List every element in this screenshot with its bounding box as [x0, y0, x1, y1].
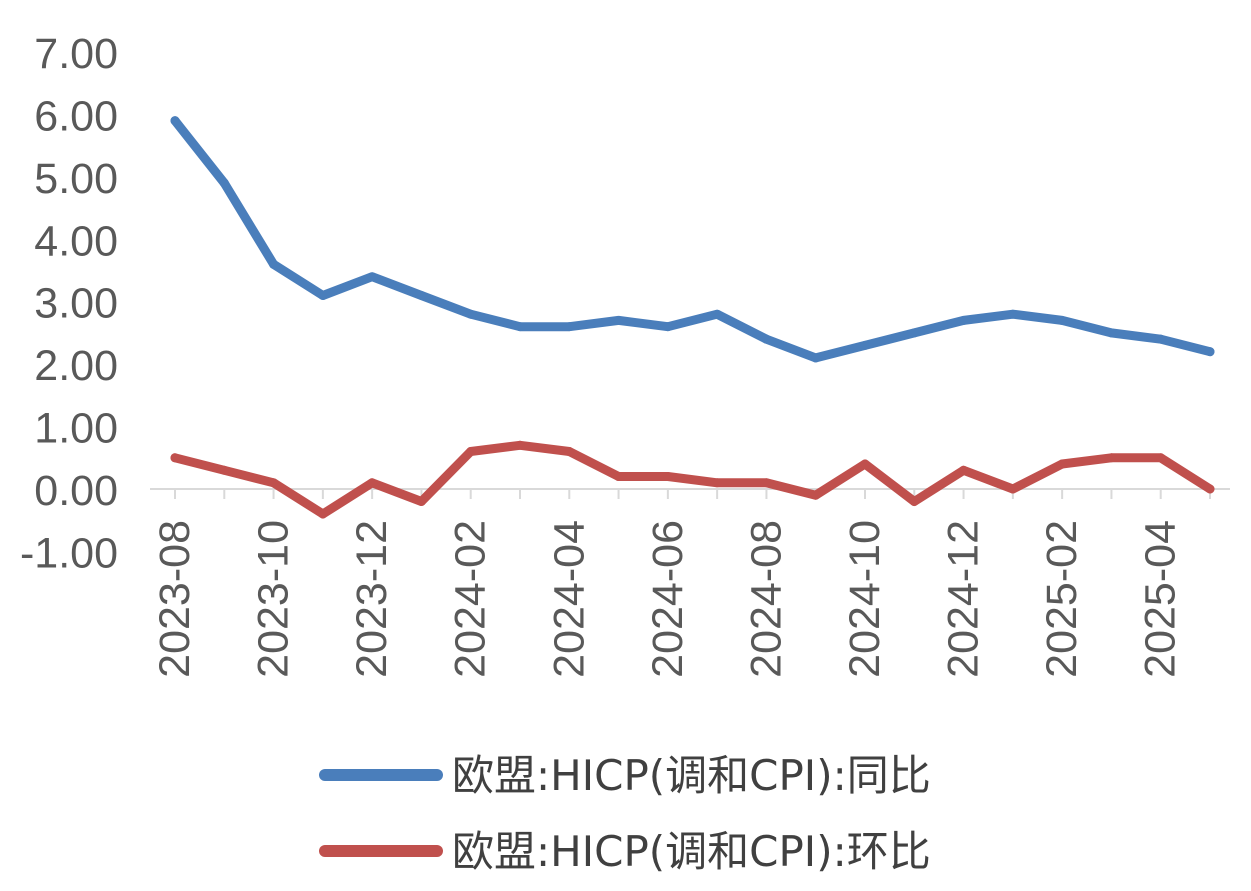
data-point — [614, 472, 624, 482]
data-point — [515, 440, 525, 450]
x-tick-label: 2023-12 — [348, 520, 396, 678]
data-point — [959, 465, 969, 475]
series-line — [170, 440, 1215, 519]
series-layer — [170, 116, 1215, 519]
data-point — [712, 309, 722, 319]
legend-label: 欧盟:HICP(调和CPI):环比 — [452, 827, 931, 876]
series-line — [170, 116, 1215, 363]
data-point — [1057, 459, 1067, 469]
x-tick-label: 2023-08 — [151, 520, 199, 678]
data-point — [860, 340, 870, 350]
series-1 — [170, 116, 1215, 363]
data-point — [416, 290, 426, 300]
data-point — [1156, 453, 1166, 463]
x-tick-label: 2024-08 — [742, 520, 790, 678]
y-tick-label: 1.00 — [34, 405, 118, 453]
data-point — [663, 322, 673, 332]
data-point — [860, 459, 870, 469]
data-point — [269, 259, 279, 269]
y-tick-label: 0.00 — [34, 467, 118, 515]
legend-item: 欧盟:HICP(调和CPI):同比 — [319, 751, 931, 800]
data-point — [1205, 484, 1215, 494]
x-tick-label: 2025-02 — [1038, 520, 1086, 678]
data-point — [1106, 453, 1116, 463]
data-point — [170, 453, 180, 463]
series-2 — [170, 440, 1215, 519]
data-point — [712, 478, 722, 488]
data-point — [1205, 347, 1215, 357]
data-point — [909, 496, 919, 506]
y-tick-label: 5.00 — [34, 155, 118, 203]
data-point — [416, 496, 426, 506]
x-axis: 2023-08 2023-10 2023-12 2024-02 2024-04 2024-… — [150, 488, 1230, 678]
data-point — [959, 315, 969, 325]
x-tick-label: 2024-06 — [644, 520, 692, 678]
data-point — [564, 447, 574, 457]
data-point — [663, 472, 673, 482]
data-point — [318, 509, 328, 519]
data-point — [1156, 334, 1166, 344]
data-point — [1008, 484, 1018, 494]
data-point — [1106, 328, 1116, 338]
data-point — [367, 478, 377, 488]
data-point — [564, 322, 574, 332]
data-point — [811, 490, 821, 500]
legend-label: 欧盟:HICP(调和CPI):同比 — [452, 751, 931, 800]
legend-item: 欧盟:HICP(调和CPI):环比 — [319, 827, 931, 876]
data-point — [466, 309, 476, 319]
data-point — [219, 178, 229, 188]
data-point — [367, 272, 377, 282]
y-tick-label: 4.00 — [34, 217, 118, 265]
data-point — [614, 315, 624, 325]
data-point — [811, 353, 821, 363]
x-tick-label: 2024-04 — [545, 520, 593, 678]
x-tick-label: 2024-02 — [447, 520, 495, 678]
y-tick-label: -1.00 — [20, 529, 118, 577]
y-tick-label: 6.00 — [34, 92, 118, 140]
data-point — [170, 116, 180, 126]
data-point — [219, 465, 229, 475]
data-point — [1057, 315, 1067, 325]
data-point — [761, 334, 771, 344]
y-axis: 7.00 6.00 5.00 4.00 3.00 2.00 1.00 0.00 -1.00 — [20, 30, 118, 577]
x-tick-label: 2024-10 — [841, 520, 889, 678]
data-point — [909, 328, 919, 338]
x-tick-label: 2025-04 — [1137, 520, 1185, 678]
y-tick-label: 2.00 — [34, 342, 118, 390]
data-point — [761, 478, 771, 488]
data-point — [515, 322, 525, 332]
y-tick-label: 3.00 — [34, 280, 118, 328]
data-point — [318, 290, 328, 300]
data-point — [1008, 309, 1018, 319]
data-point — [269, 478, 279, 488]
data-point — [466, 447, 476, 457]
x-tick-label: 2024-12 — [940, 520, 988, 678]
x-tick-label: 2023-10 — [250, 520, 298, 678]
y-tick-label: 7.00 — [34, 30, 118, 78]
